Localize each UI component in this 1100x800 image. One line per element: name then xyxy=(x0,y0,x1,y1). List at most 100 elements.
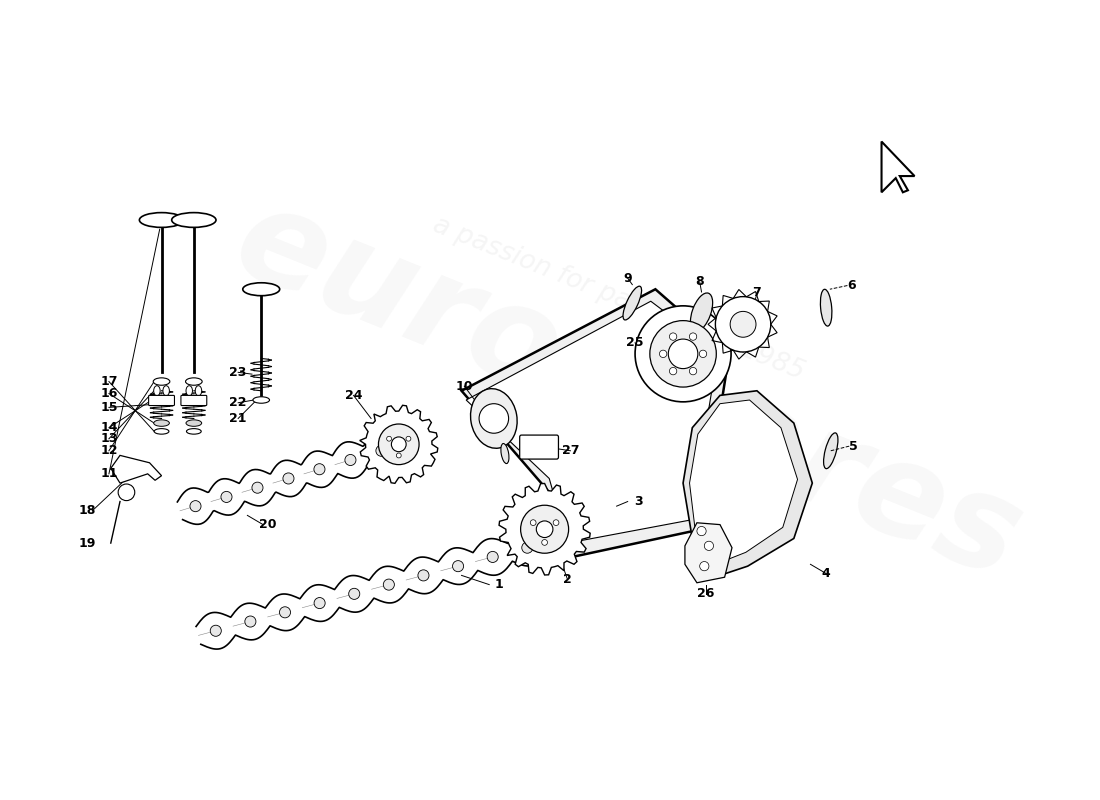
Text: a passion for parts since 1985: a passion for parts since 1985 xyxy=(429,212,808,385)
Text: 3: 3 xyxy=(635,495,643,508)
Circle shape xyxy=(715,297,771,352)
Circle shape xyxy=(553,520,559,526)
Ellipse shape xyxy=(623,286,641,320)
Ellipse shape xyxy=(195,386,201,396)
FancyBboxPatch shape xyxy=(148,395,175,406)
FancyBboxPatch shape xyxy=(519,435,559,459)
Ellipse shape xyxy=(691,293,713,332)
Text: 25: 25 xyxy=(626,336,644,350)
Circle shape xyxy=(314,464,324,474)
Polygon shape xyxy=(683,390,812,580)
Circle shape xyxy=(690,333,696,340)
Text: 24: 24 xyxy=(344,389,362,402)
Text: 14: 14 xyxy=(100,421,118,434)
Circle shape xyxy=(670,333,676,340)
Text: 19: 19 xyxy=(79,537,97,550)
Circle shape xyxy=(376,446,387,456)
Text: 20: 20 xyxy=(258,518,276,531)
Text: 6: 6 xyxy=(848,279,856,292)
Polygon shape xyxy=(462,290,729,557)
Text: 17: 17 xyxy=(100,375,118,388)
Text: 11: 11 xyxy=(100,467,118,480)
Polygon shape xyxy=(690,400,798,564)
Circle shape xyxy=(221,491,232,502)
Circle shape xyxy=(392,437,406,452)
Circle shape xyxy=(700,350,706,358)
Polygon shape xyxy=(685,522,732,582)
Ellipse shape xyxy=(821,290,832,326)
Ellipse shape xyxy=(154,429,169,434)
Polygon shape xyxy=(177,433,399,524)
Text: 5: 5 xyxy=(849,440,858,453)
Text: 18: 18 xyxy=(79,504,97,518)
Ellipse shape xyxy=(186,386,192,396)
Text: 7: 7 xyxy=(752,286,761,299)
Text: 22: 22 xyxy=(230,396,246,410)
Circle shape xyxy=(635,306,732,402)
Text: 4: 4 xyxy=(822,567,830,580)
Text: 9: 9 xyxy=(624,272,632,285)
Text: 12: 12 xyxy=(100,444,118,458)
Text: 23: 23 xyxy=(230,366,246,379)
Circle shape xyxy=(520,506,569,554)
Circle shape xyxy=(452,561,463,572)
Circle shape xyxy=(210,626,221,636)
Circle shape xyxy=(521,542,532,554)
Polygon shape xyxy=(360,406,438,483)
Circle shape xyxy=(730,311,756,338)
Circle shape xyxy=(345,454,356,466)
Circle shape xyxy=(541,539,548,546)
Text: 21: 21 xyxy=(230,412,246,425)
Circle shape xyxy=(252,482,263,494)
Text: 1: 1 xyxy=(494,578,503,591)
Text: 2: 2 xyxy=(563,574,572,586)
Circle shape xyxy=(704,542,714,550)
Circle shape xyxy=(537,521,553,538)
Circle shape xyxy=(480,404,508,434)
Circle shape xyxy=(659,350,667,358)
Polygon shape xyxy=(466,302,718,543)
Ellipse shape xyxy=(163,386,169,396)
Ellipse shape xyxy=(154,386,161,396)
Ellipse shape xyxy=(172,213,216,227)
Circle shape xyxy=(487,551,498,562)
Circle shape xyxy=(700,562,708,570)
Text: 13: 13 xyxy=(100,432,118,446)
Text: 27: 27 xyxy=(562,444,580,458)
Ellipse shape xyxy=(471,389,517,448)
Ellipse shape xyxy=(253,397,270,403)
Text: 8: 8 xyxy=(695,275,704,288)
Ellipse shape xyxy=(186,420,201,426)
Circle shape xyxy=(279,606,290,618)
Circle shape xyxy=(650,321,716,387)
Polygon shape xyxy=(499,483,591,575)
Ellipse shape xyxy=(500,443,509,463)
Polygon shape xyxy=(196,530,547,649)
Circle shape xyxy=(349,588,360,599)
Circle shape xyxy=(383,579,395,590)
Circle shape xyxy=(387,436,392,441)
Ellipse shape xyxy=(824,433,838,469)
Text: eurospares: eurospares xyxy=(217,175,1038,606)
Polygon shape xyxy=(111,455,162,483)
Circle shape xyxy=(190,501,201,512)
Circle shape xyxy=(669,339,697,369)
Circle shape xyxy=(418,570,429,581)
Ellipse shape xyxy=(243,282,279,296)
FancyBboxPatch shape xyxy=(180,395,207,406)
Ellipse shape xyxy=(153,378,169,386)
Text: 26: 26 xyxy=(697,587,715,600)
Ellipse shape xyxy=(140,213,184,227)
Ellipse shape xyxy=(154,420,169,426)
Circle shape xyxy=(283,473,294,484)
Circle shape xyxy=(530,520,536,526)
Circle shape xyxy=(118,484,135,501)
Ellipse shape xyxy=(187,429,201,434)
Text: 10: 10 xyxy=(455,380,473,393)
Text: 16: 16 xyxy=(100,387,118,400)
Text: 15: 15 xyxy=(100,401,118,414)
Circle shape xyxy=(670,367,676,375)
Circle shape xyxy=(378,424,419,465)
Circle shape xyxy=(690,367,696,375)
Ellipse shape xyxy=(186,378,202,386)
